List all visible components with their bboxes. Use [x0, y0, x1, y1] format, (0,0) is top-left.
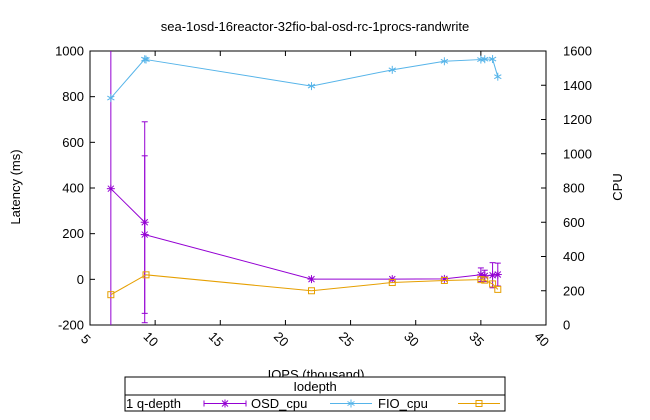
- y-tick-label: 800: [62, 89, 84, 104]
- asterisk-stroke: [142, 57, 150, 62]
- asterisk-stroke: [388, 67, 397, 73]
- legend-entry-label: FIO_cpu: [378, 396, 428, 411]
- x-tick-label: 5: [78, 331, 94, 347]
- star-stroke: [141, 231, 149, 238]
- legend-box: [124, 376, 506, 412]
- data-point-asterisk: [307, 82, 316, 91]
- data-point-asterisk: [440, 57, 449, 66]
- asterisk-stroke: [488, 56, 497, 62]
- data-point-asterisk: [107, 94, 115, 103]
- legend-entry-label: OSD_cpu: [251, 396, 307, 411]
- y-tick-label: 0: [77, 272, 84, 287]
- y2-tick-label: 800: [563, 181, 585, 196]
- series-2: [107, 55, 502, 103]
- y2-tick-label: 0: [563, 318, 570, 333]
- data-point-square: [142, 271, 150, 279]
- x-tick-label: 40: [531, 329, 552, 350]
- star-stroke: [107, 185, 115, 193]
- x-tick-label: 25: [336, 329, 357, 350]
- asterisk-stroke: [307, 83, 316, 89]
- data-point-square: [475, 400, 483, 407]
- y2-tick-label: 1400: [563, 78, 592, 93]
- star-stroke: [494, 271, 502, 278]
- star-stroke: [481, 272, 489, 280]
- data-point-star: [307, 275, 316, 284]
- legend-entry-label: 1 q-depth: [126, 396, 181, 411]
- x-tick-label: 35: [466, 329, 487, 350]
- data-point-star: [493, 270, 502, 279]
- data-point-square: [107, 291, 115, 299]
- data-point-asterisk: [494, 72, 502, 81]
- asterisk-stroke: [494, 74, 502, 80]
- asterisk-stroke: [107, 95, 115, 101]
- legend: Iodepth 1 q-depth OSD_cpu FIO_cpu: [124, 376, 506, 412]
- data-point-square: [489, 280, 497, 288]
- series-3: [107, 271, 502, 299]
- asterisk-stroke: [440, 58, 449, 64]
- y-tick-label: -200: [58, 318, 84, 333]
- axis-ticks: 5 10 15 20 25 30 35 40 -200 0 200 400 600 800 1000 0 200…: [55, 44, 592, 350]
- data-point-asterisk: [388, 65, 397, 74]
- data-point-star: [106, 184, 115, 193]
- plot-border: [89, 50, 547, 326]
- data-point-asterisk: [488, 55, 497, 64]
- data-point-square: [307, 287, 315, 295]
- y2-tick-label: 1600: [563, 44, 592, 59]
- series-line: [110, 58, 499, 99]
- data-point-star: [480, 271, 489, 280]
- y-tick-label: 1000: [55, 44, 84, 59]
- y2-tick-label: 600: [563, 215, 585, 230]
- series-line: [110, 274, 499, 296]
- y2-tick-label: 1200: [563, 112, 592, 127]
- y-axis-label: Latency (ms): [8, 149, 23, 224]
- plot-frame: [89, 50, 547, 326]
- x-tick-label: 10: [141, 329, 162, 350]
- data-point-square: [440, 276, 448, 284]
- y2-axis-label: CPU: [610, 173, 625, 200]
- y-tick-label: 400: [62, 181, 84, 196]
- data-point-asterisk: [481, 55, 489, 64]
- series-layer: [106, 51, 502, 325]
- chart-title: sea-1osd-16reactor-32fio-bal-osd-rc-1pro…: [161, 19, 470, 34]
- legend-title: Iodepth: [293, 379, 336, 394]
- asterisk-stroke: [347, 401, 355, 406]
- y-tick-label: 600: [62, 135, 84, 150]
- star-stroke: [221, 400, 229, 407]
- data-point-square: [388, 279, 396, 287]
- y2-tick-label: 200: [563, 283, 585, 298]
- data-point-square: [481, 276, 489, 284]
- data-point-square: [494, 285, 502, 293]
- y2-tick-label: 400: [563, 249, 585, 264]
- data-point-asterisk: [347, 399, 355, 408]
- asterisk-stroke: [481, 56, 489, 62]
- y-tick-label: 200: [62, 226, 84, 241]
- series-line: [110, 188, 498, 280]
- data-point-asterisk: [142, 55, 150, 64]
- star-stroke: [308, 275, 315, 283]
- x-tick-label: 15: [206, 329, 227, 350]
- data-point-star: [221, 399, 229, 408]
- data-point-star: [140, 230, 149, 239]
- y2-tick-label: 1000: [563, 146, 592, 161]
- star-stroke: [489, 271, 496, 279]
- data-point-square: [477, 276, 485, 284]
- x-tick-label: 30: [401, 329, 422, 350]
- x-tick-label: 20: [271, 329, 292, 350]
- star-stroke: [141, 218, 149, 226]
- data-point-star: [140, 218, 149, 227]
